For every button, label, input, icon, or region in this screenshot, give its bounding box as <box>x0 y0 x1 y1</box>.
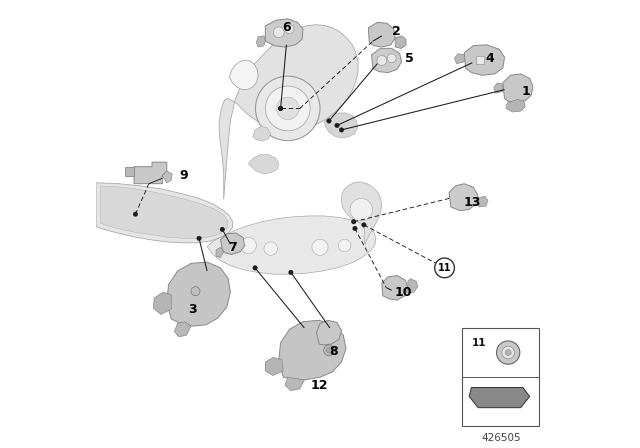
Polygon shape <box>154 292 172 314</box>
Polygon shape <box>174 322 191 337</box>
Polygon shape <box>464 45 504 75</box>
Text: 11: 11 <box>438 263 451 273</box>
Polygon shape <box>257 36 266 47</box>
Circle shape <box>191 287 200 296</box>
Text: 4: 4 <box>486 52 495 65</box>
Polygon shape <box>221 233 244 254</box>
Polygon shape <box>96 183 232 243</box>
Text: 13: 13 <box>463 196 481 209</box>
Polygon shape <box>503 74 532 103</box>
Circle shape <box>505 349 511 356</box>
Polygon shape <box>279 320 346 380</box>
Polygon shape <box>371 48 401 73</box>
Circle shape <box>312 239 328 255</box>
Text: 426505: 426505 <box>482 433 521 443</box>
Polygon shape <box>449 184 477 211</box>
Circle shape <box>502 346 515 359</box>
Polygon shape <box>494 83 503 93</box>
Polygon shape <box>167 262 230 326</box>
Circle shape <box>362 223 366 227</box>
Polygon shape <box>476 56 484 64</box>
Polygon shape <box>382 276 408 300</box>
Polygon shape <box>342 182 382 244</box>
Circle shape <box>377 56 387 65</box>
Circle shape <box>326 348 332 353</box>
Polygon shape <box>477 196 488 207</box>
Polygon shape <box>100 186 228 238</box>
Polygon shape <box>207 216 376 274</box>
Polygon shape <box>396 36 406 48</box>
Circle shape <box>289 270 293 275</box>
Polygon shape <box>253 126 271 141</box>
Circle shape <box>387 54 396 63</box>
Circle shape <box>273 27 284 38</box>
Polygon shape <box>216 247 223 258</box>
Text: 6: 6 <box>282 21 291 34</box>
Circle shape <box>266 86 310 131</box>
Circle shape <box>133 212 138 216</box>
Circle shape <box>278 106 283 111</box>
Circle shape <box>255 76 320 141</box>
Circle shape <box>497 341 520 364</box>
Bar <box>463 328 539 426</box>
Circle shape <box>326 119 332 123</box>
Text: 7: 7 <box>228 241 237 254</box>
Polygon shape <box>266 19 303 47</box>
Polygon shape <box>134 162 167 184</box>
Text: 10: 10 <box>394 285 412 299</box>
Polygon shape <box>316 320 342 345</box>
Polygon shape <box>324 113 358 138</box>
Polygon shape <box>230 60 258 90</box>
Polygon shape <box>506 99 525 112</box>
Text: 3: 3 <box>188 302 196 316</box>
Circle shape <box>220 227 225 232</box>
Text: 11: 11 <box>472 338 486 348</box>
Polygon shape <box>163 171 172 183</box>
Text: 5: 5 <box>405 52 414 65</box>
Circle shape <box>278 106 283 111</box>
Circle shape <box>253 266 257 270</box>
Polygon shape <box>469 388 530 408</box>
Polygon shape <box>219 25 358 199</box>
Circle shape <box>240 237 257 254</box>
Polygon shape <box>454 54 464 64</box>
Circle shape <box>350 198 372 221</box>
Circle shape <box>324 345 334 356</box>
Polygon shape <box>125 167 134 176</box>
Circle shape <box>339 128 344 132</box>
Circle shape <box>285 25 294 34</box>
Text: 12: 12 <box>310 379 328 392</box>
Polygon shape <box>285 377 305 391</box>
Circle shape <box>276 97 299 120</box>
Polygon shape <box>248 155 279 174</box>
Circle shape <box>353 226 357 231</box>
Polygon shape <box>408 279 418 293</box>
Polygon shape <box>369 22 396 47</box>
Text: 9: 9 <box>179 169 188 182</box>
Circle shape <box>351 220 356 224</box>
Circle shape <box>435 258 454 278</box>
Circle shape <box>264 242 278 255</box>
Circle shape <box>196 236 201 241</box>
Circle shape <box>335 123 339 128</box>
Polygon shape <box>266 358 284 375</box>
Text: 1: 1 <box>522 85 531 99</box>
Text: 8: 8 <box>329 345 338 358</box>
Text: 2: 2 <box>392 25 401 38</box>
Circle shape <box>339 239 351 252</box>
